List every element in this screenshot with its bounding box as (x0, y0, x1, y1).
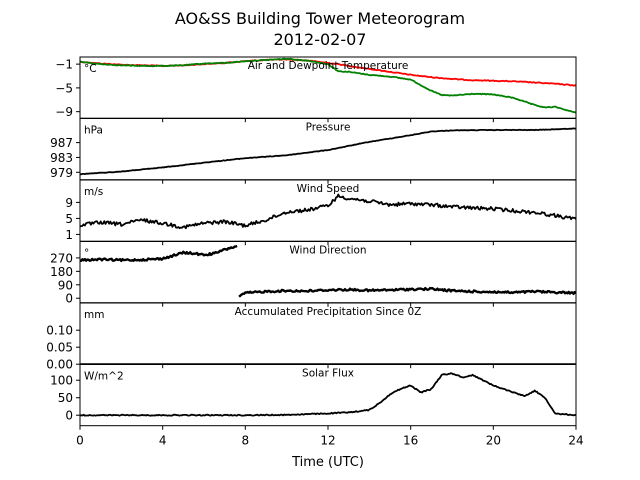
temperature-panel-unit: °C (84, 63, 97, 75)
solar-flux-panel-unit: W/m^2 (84, 371, 124, 383)
figure-subtitle: 2012-02-07 (274, 30, 367, 49)
precipitation-panel-unit: mm (84, 309, 104, 321)
wind-speed-panel-ytick-label: 9 (65, 196, 73, 210)
wind-speed-panel: 1 5 9 Wind Speed m/s (65, 179, 577, 246)
precipitation-panel-ytick-label: 0.10 (46, 324, 73, 338)
wind-speed-panel-ytick-label: 1 (65, 228, 73, 242)
temperature-panel-title: Air and Dewpoint Temperature (248, 60, 409, 72)
solar-flux-panel-ytick-label: 100 (50, 374, 73, 388)
wind-speed-panel-unit: m/s (84, 186, 103, 198)
temperature-panel-ytick-label: −5 (55, 81, 73, 95)
wind-direction-panel-ytick-label: 270 (50, 251, 73, 265)
wind-direction-panel-ytick-label: 90 (58, 278, 73, 292)
temperature-panel-ytick-label: −9 (55, 105, 73, 119)
wind-direction-panel-title: Wind Direction (289, 245, 366, 257)
solar-flux-panel: 0 50 100 Solar Flux W/m^2 (50, 364, 577, 430)
wind-direction-panel-series-1 (238, 286, 576, 298)
precipitation-panel: 0.00 0.05 0.10 Accumulated Precipitation Si… (46, 302, 577, 372)
solar-flux-panel-ytick-label: 50 (58, 391, 73, 405)
pressure-panel-ytick-label: 979 (50, 166, 73, 180)
temperature-panel-series-1 (80, 57, 576, 114)
pressure-panel-title: Pressure (306, 122, 351, 134)
figure-title: AO&SS Building Tower Meteorogram (175, 9, 465, 28)
x-tick-label: 20 (486, 434, 501, 448)
wind-direction-panel-ytick-label: 0 (65, 292, 73, 306)
pressure-panel-unit: hPa (84, 125, 103, 137)
x-tick-label: 16 (403, 434, 418, 448)
solar-flux-panel-title: Solar Flux (302, 368, 354, 380)
pressure-panel-ytick-label: 983 (50, 151, 73, 165)
pressure-panel-ytick-label: 987 (50, 136, 73, 150)
wind-direction-panel-ytick-label: 180 (50, 265, 73, 279)
x-tick-label: 8 (242, 434, 250, 448)
temperature-panel-ytick-label: −1 (55, 58, 73, 72)
wind-direction-panel-series-0 (80, 244, 238, 263)
wind-speed-panel-title: Wind Speed (297, 183, 360, 195)
precipitation-panel-title: Accumulated Precipitation Since 0Z (235, 306, 422, 318)
solar-flux-panel-ytick-label: 0 (65, 409, 73, 423)
solar-flux-panel-series-0 (80, 372, 576, 417)
pressure-panel-series-0 (80, 127, 576, 176)
x-tick-label: 12 (320, 434, 335, 448)
wind-speed-panel-ytick-label: 5 (65, 212, 73, 226)
wind-speed-panel-series-0 (80, 193, 576, 230)
x-tick-label: 4 (159, 434, 167, 448)
precipitation-panel-ytick-label: 0.05 (46, 341, 73, 355)
precipitation-panel-ytick-label: 0.00 (46, 358, 73, 372)
wind-direction-panel-unit: ° (84, 248, 89, 260)
x-axis-label: Time (UTC) (291, 455, 364, 470)
x-tick-label: 0 (76, 434, 84, 448)
temperature-panel: −1 −5 −9 Air and Dewpoint Temperature °C (55, 56, 577, 123)
x-tick-label: 24 (568, 434, 583, 448)
